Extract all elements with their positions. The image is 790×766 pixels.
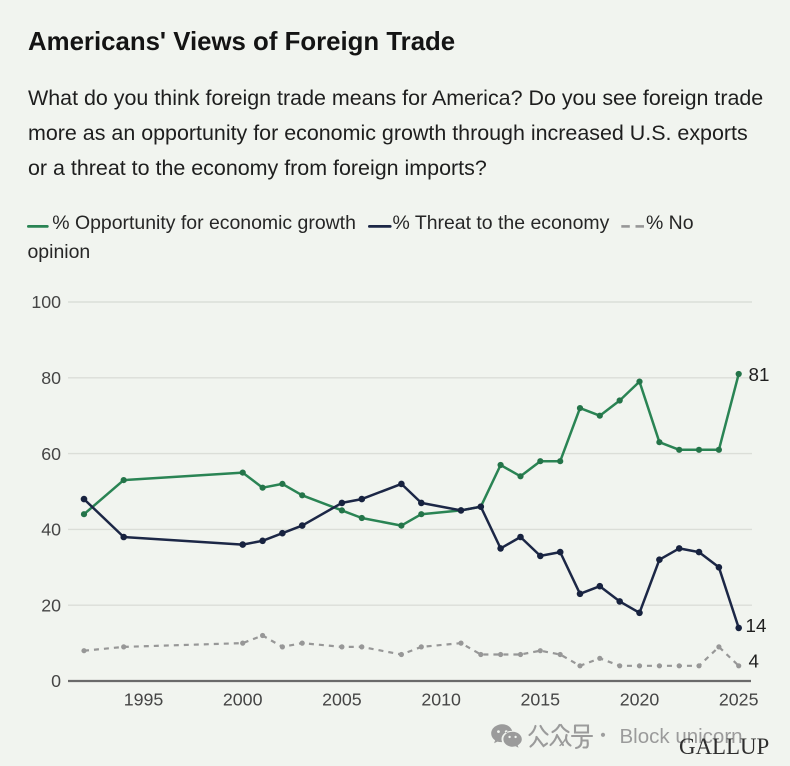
svg-text:2020: 2020 (620, 690, 660, 710)
svg-text:40: 40 (41, 520, 61, 540)
svg-text:2025: 2025 (719, 690, 759, 710)
svg-text:20: 20 (41, 595, 61, 615)
svg-text:2000: 2000 (223, 690, 263, 710)
svg-text:2005: 2005 (322, 690, 362, 710)
svg-text:2015: 2015 (521, 690, 561, 710)
svg-text:14: 14 (746, 615, 767, 636)
svg-text:0: 0 (51, 671, 61, 691)
svg-text:80: 80 (41, 368, 61, 388)
svg-text:1995: 1995 (124, 690, 164, 710)
svg-text:100: 100 (31, 292, 61, 312)
svg-text:4: 4 (749, 651, 759, 672)
svg-text:60: 60 (41, 444, 61, 464)
svg-text:2010: 2010 (421, 690, 461, 710)
svg-text:81: 81 (749, 364, 770, 385)
